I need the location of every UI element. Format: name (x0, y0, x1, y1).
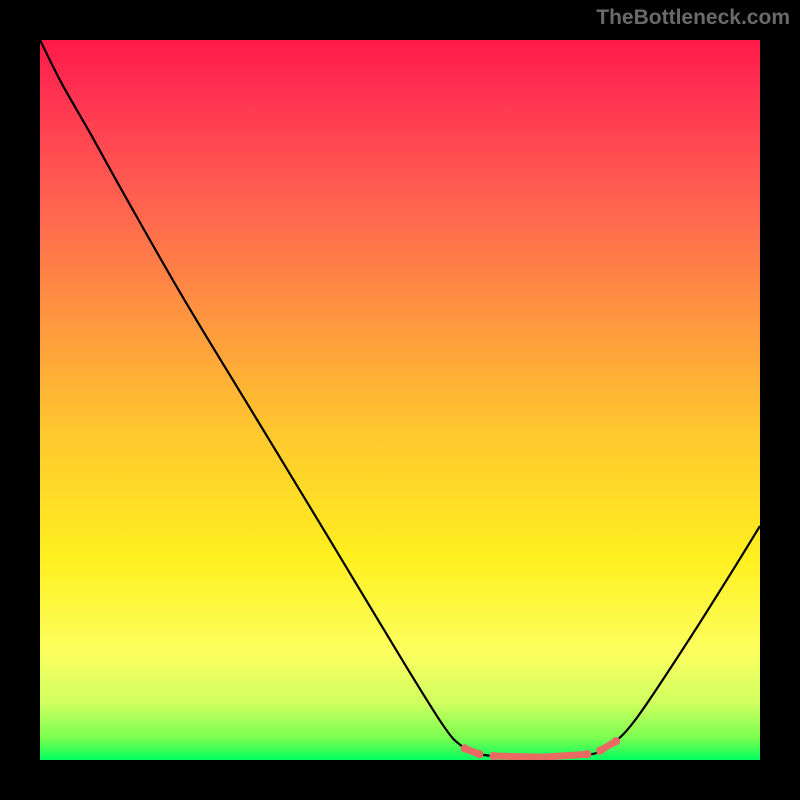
marker-dot-1-0 (489, 752, 497, 760)
marker-dot-2-0 (596, 746, 604, 754)
marker-segment-1 (494, 754, 588, 757)
marker-dot-0-1 (475, 750, 483, 758)
bottleneck-curve-chart (40, 40, 760, 760)
attribution-text: TheBottleneck.com (596, 6, 790, 30)
marker-dot-1-1 (583, 750, 591, 758)
plot-area (40, 40, 760, 760)
marker-dot-0-0 (461, 744, 469, 752)
curve-line (40, 40, 760, 758)
marker-dot-2-1 (612, 737, 620, 745)
